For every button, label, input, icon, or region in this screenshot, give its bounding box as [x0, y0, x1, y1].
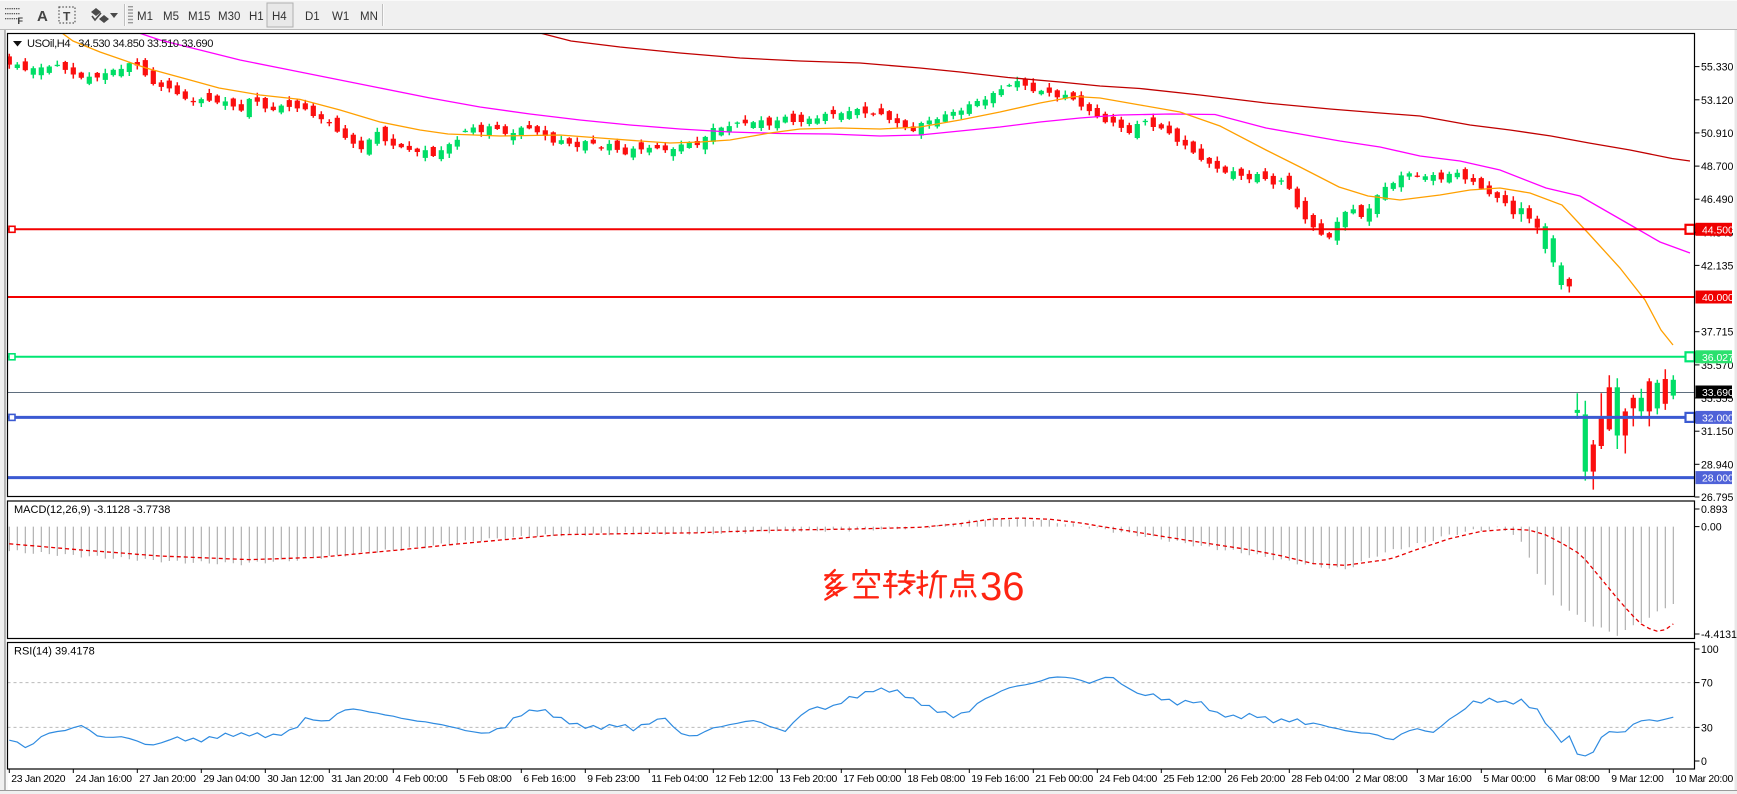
svg-text:46.490: 46.490 [1701, 194, 1734, 206]
svg-text:T: T [63, 10, 71, 24]
svg-text:23 Jan 2020: 23 Jan 2020 [11, 774, 65, 785]
svg-text:48.700: 48.700 [1701, 161, 1734, 173]
svg-text:27 Jan 20:00: 27 Jan 20:00 [139, 774, 196, 785]
svg-text:RSI(14) 39.4178: RSI(14) 39.4178 [14, 646, 95, 658]
svg-text:5 Mar 00:00: 5 Mar 00:00 [1483, 774, 1536, 785]
svg-text:36: 36 [980, 565, 1025, 609]
svg-text:28 Feb 04:00: 28 Feb 04:00 [1291, 774, 1349, 785]
svg-text:3 Mar 16:00: 3 Mar 16:00 [1419, 774, 1472, 785]
svg-text:H1: H1 [249, 11, 264, 23]
svg-text:21 Feb 00:00: 21 Feb 00:00 [1035, 774, 1093, 785]
svg-text:W1: W1 [332, 11, 349, 23]
svg-text:MACD(12,26,9) -3.1128 -3.7738: MACD(12,26,9) -3.1128 -3.7738 [14, 504, 170, 516]
svg-text:MN: MN [360, 11, 378, 23]
svg-text:53.120: 53.120 [1701, 95, 1734, 107]
svg-text:F: F [18, 16, 24, 26]
svg-text:36.027: 36.027 [1702, 353, 1734, 364]
svg-text:25 Feb 12:00: 25 Feb 12:00 [1163, 774, 1221, 785]
svg-text:12 Feb 12:00: 12 Feb 12:00 [715, 774, 773, 785]
svg-text:H4: H4 [272, 11, 287, 23]
svg-text:M30: M30 [218, 11, 240, 23]
svg-text:40.000: 40.000 [1702, 293, 1734, 304]
svg-text:30 Jan 12:00: 30 Jan 12:00 [267, 774, 324, 785]
svg-text:31 Jan 20:00: 31 Jan 20:00 [331, 774, 388, 785]
svg-text:55.330: 55.330 [1701, 62, 1734, 74]
svg-text:28.940: 28.940 [1701, 459, 1734, 471]
svg-text:11 Feb 04:00: 11 Feb 04:00 [651, 774, 708, 785]
svg-text:29 Jan 04:00: 29 Jan 04:00 [203, 774, 260, 785]
svg-text:USOil,H4 34.530 34.850 33.51: USOil,H4 34.530 34.850 33.510 33.690 [27, 38, 213, 50]
svg-text:0.893: 0.893 [1701, 504, 1728, 516]
svg-text:100: 100 [1701, 644, 1719, 656]
svg-text:33.690: 33.690 [1702, 388, 1734, 399]
svg-text:24 Jan 16:00: 24 Jan 16:00 [75, 774, 132, 785]
svg-text:18 Feb 08:00: 18 Feb 08:00 [907, 774, 965, 785]
svg-text:9 Mar 12:00: 9 Mar 12:00 [1611, 774, 1664, 785]
svg-text:6 Mar 08:00: 6 Mar 08:00 [1547, 774, 1600, 785]
svg-text:70: 70 [1701, 678, 1713, 690]
svg-text:17 Feb 00:00: 17 Feb 00:00 [843, 774, 901, 785]
svg-text:44.500: 44.500 [1702, 225, 1734, 236]
svg-text:5 Feb 08:00: 5 Feb 08:00 [459, 774, 512, 785]
svg-text:-4.4131: -4.4131 [1701, 629, 1737, 641]
svg-text:0: 0 [1701, 756, 1707, 768]
svg-text:A: A [37, 8, 48, 25]
svg-text:26.795: 26.795 [1701, 492, 1734, 504]
svg-text:0.00: 0.00 [1701, 522, 1722, 534]
svg-text:30: 30 [1701, 722, 1713, 734]
svg-text:32.000: 32.000 [1702, 413, 1734, 424]
svg-text:19 Feb 16:00: 19 Feb 16:00 [971, 774, 1029, 785]
svg-text:9 Feb 23:00: 9 Feb 23:00 [587, 774, 640, 785]
svg-text:50.910: 50.910 [1701, 128, 1734, 140]
svg-text:26 Feb 20:00: 26 Feb 20:00 [1227, 774, 1285, 785]
svg-text:M15: M15 [188, 11, 210, 23]
svg-text:4 Feb 00:00: 4 Feb 00:00 [395, 774, 448, 785]
svg-text:31.150: 31.150 [1701, 426, 1734, 438]
svg-text:13 Feb 20:00: 13 Feb 20:00 [779, 774, 837, 785]
svg-text:24 Feb 04:00: 24 Feb 04:00 [1099, 774, 1157, 785]
svg-text:37.715: 37.715 [1701, 327, 1734, 339]
svg-text:M5: M5 [163, 11, 179, 23]
svg-text:28.000: 28.000 [1702, 474, 1734, 485]
svg-text:42.135: 42.135 [1701, 260, 1734, 272]
svg-text:D1: D1 [305, 11, 320, 23]
svg-text:M1: M1 [137, 11, 153, 23]
svg-text:2 Mar 08:00: 2 Mar 08:00 [1355, 774, 1408, 785]
svg-text:10 Mar 20:00: 10 Mar 20:00 [1675, 774, 1733, 785]
svg-text:6 Feb 16:00: 6 Feb 16:00 [523, 774, 576, 785]
